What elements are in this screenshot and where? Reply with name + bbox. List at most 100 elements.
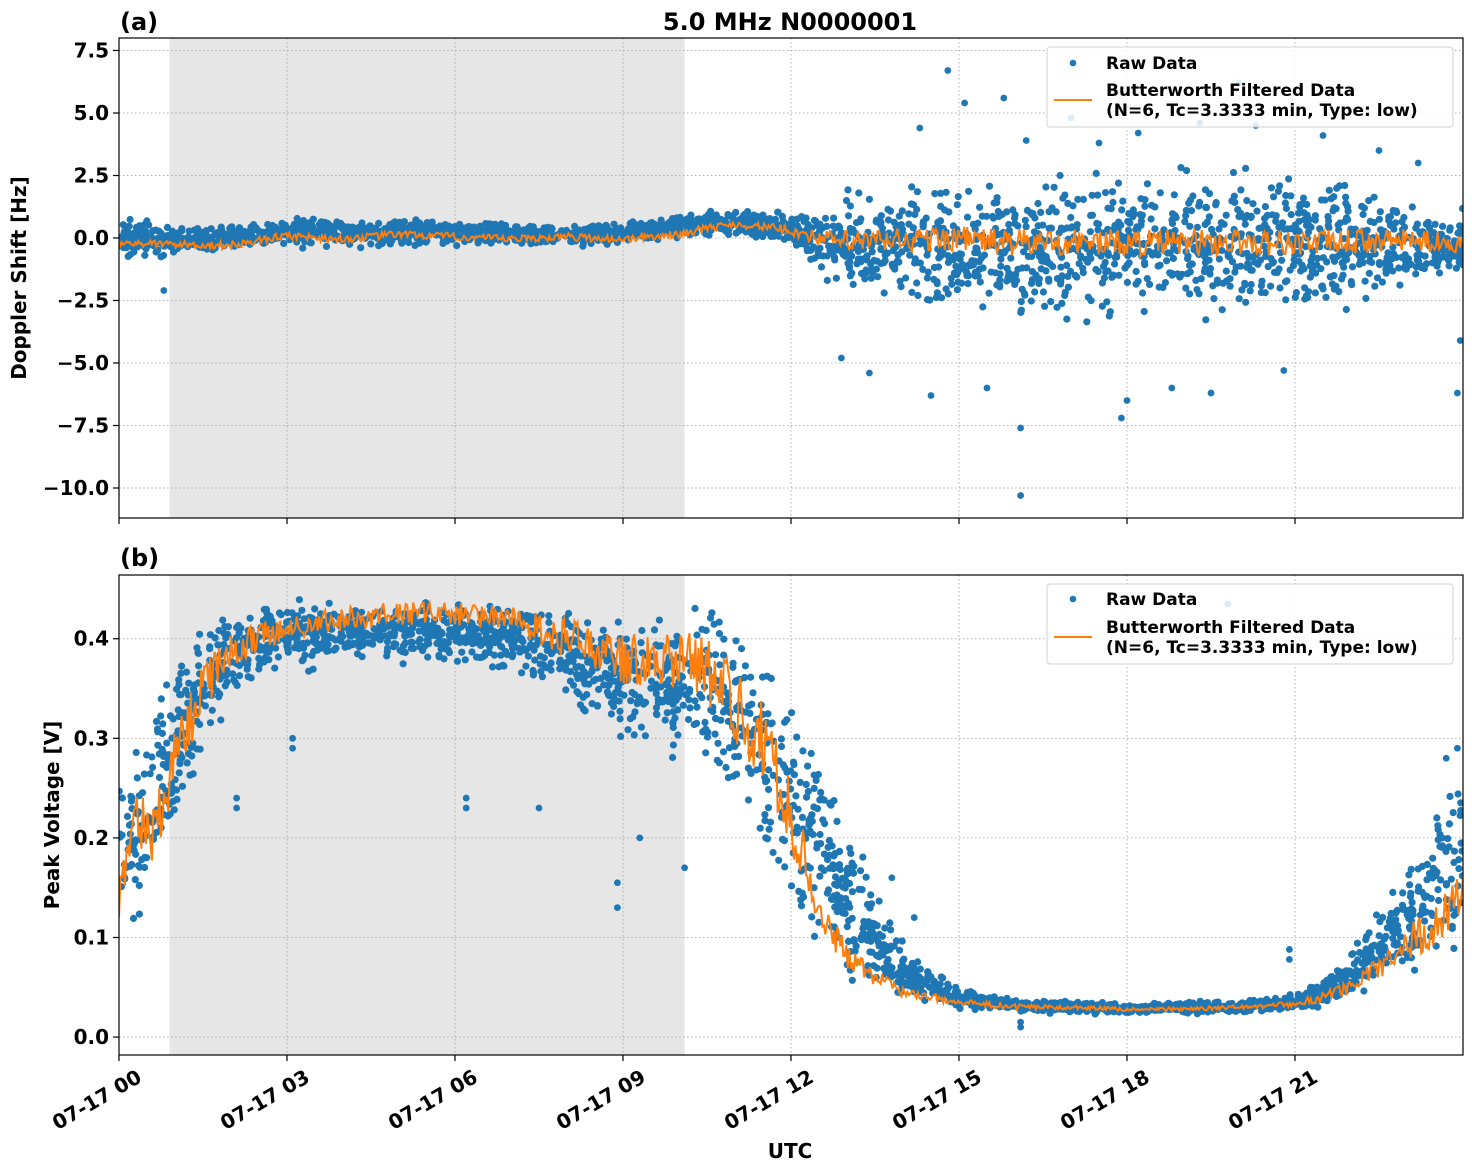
raw-data-point [224,233,231,240]
raw-data-point [958,280,965,287]
raw-data-point [390,643,397,650]
raw-data-point [608,710,615,717]
raw-data-outlier [1135,130,1142,137]
raw-data-point [1112,254,1119,261]
raw-data-point [1014,222,1021,229]
raw-data-point [584,619,591,626]
raw-data-point [1392,219,1399,226]
raw-data-point [844,260,851,267]
raw-data-point [1237,263,1244,270]
raw-data-point [989,213,996,220]
raw-data-point [562,686,569,693]
raw-data-point [1456,222,1463,229]
raw-data-point [130,248,137,255]
raw-data-point [580,706,587,713]
raw-data-point [1262,289,1269,296]
raw-data-outlier [1000,95,1007,102]
raw-data-point [849,888,856,895]
raw-data-point [234,682,241,689]
raw-data-point [950,222,957,229]
raw-data-point [564,659,571,666]
raw-data-point [1186,223,1193,230]
raw-data-point [548,667,555,674]
raw-data-point [1455,790,1462,797]
raw-data-point [1411,967,1418,974]
raw-data-point [453,242,460,249]
raw-data-point [965,188,972,195]
raw-data-point [384,638,391,645]
raw-data-point [1126,220,1133,227]
raw-data-point [138,230,145,237]
raw-data-point [437,631,444,638]
raw-data-point [912,255,919,262]
raw-data-point [1258,282,1265,289]
raw-data-point [1148,215,1155,222]
raw-data-point [1202,221,1209,228]
raw-data-point [1206,213,1213,220]
raw-data-point [862,254,869,261]
raw-data-point [1450,809,1457,816]
raw-data-point [899,207,906,214]
raw-data-point [670,708,677,715]
raw-data-point [1264,212,1271,219]
raw-data-point [1101,274,1108,281]
raw-data-point [1023,223,1030,230]
raw-data-point [808,811,815,818]
raw-data-point [197,746,204,753]
raw-data-point [1321,197,1328,204]
raw-data-point [575,690,582,697]
raw-data-point [440,238,447,245]
raw-data-point [1377,208,1384,215]
raw-data-point [1074,196,1081,203]
raw-data-point [1292,294,1299,301]
raw-data-point [486,221,493,228]
raw-data-point [545,612,552,619]
raw-data-point [1007,255,1014,262]
raw-data-point [1435,836,1442,843]
raw-data-point [821,797,828,804]
raw-data-point [127,216,134,223]
raw-data-point [914,292,921,299]
raw-data-point [606,692,613,699]
raw-data-point [735,753,742,760]
raw-data-point [991,199,998,206]
raw-data-point [265,656,272,663]
raw-data-point [708,609,715,616]
raw-data-point [971,222,978,229]
y-tick-label: −7.5 [57,414,109,438]
raw-data-point [1373,911,1380,918]
raw-data-point [1102,189,1109,196]
raw-data-point [154,742,161,749]
raw-data-point [156,774,163,781]
raw-data-point [1093,170,1100,177]
raw-data-point [847,202,854,209]
raw-data-point [124,234,131,241]
raw-data-point [1331,286,1338,293]
raw-data-point [1003,277,1010,284]
raw-data-point [1223,268,1230,275]
raw-data-point [637,639,644,646]
raw-data-point [711,731,718,738]
raw-data-point [743,211,750,218]
raw-data-point [937,203,944,210]
raw-data-point [868,949,875,956]
raw-data-point [518,636,525,643]
raw-data-point [1336,219,1343,226]
raw-data-point [1139,289,1146,296]
raw-data-point [1297,267,1304,274]
raw-data-point [600,627,607,634]
raw-data-point [1133,268,1140,275]
raw-data-point [1092,266,1099,273]
raw-data-point [725,774,732,781]
raw-data-point [876,898,883,905]
raw-data-point [956,266,963,273]
raw-data-point [830,223,837,230]
raw-data-point [1268,255,1275,262]
raw-data-point [761,817,768,824]
raw-data-point [1376,216,1383,223]
raw-data-point [1049,263,1056,270]
raw-data-point [1249,200,1256,207]
raw-data-point [765,804,772,811]
raw-data-point [759,674,766,681]
raw-data-point [804,247,811,254]
